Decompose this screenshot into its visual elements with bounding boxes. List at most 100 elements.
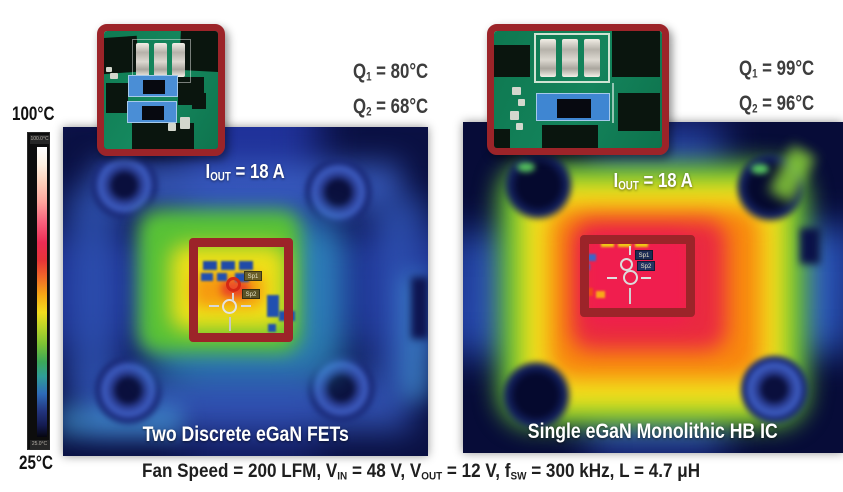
panel-title-left: Two Discrete eGaN FETs (63, 423, 428, 447)
fet-die (142, 106, 164, 120)
q-base: Q (353, 60, 367, 83)
component-chip (217, 273, 227, 281)
screw-highlight (517, 162, 535, 172)
pcb-dark-component (618, 93, 660, 131)
egan-fet-1 (128, 75, 178, 97)
pcb-speck (518, 99, 525, 106)
q-base: Q (739, 92, 753, 115)
q-sub: 1 (366, 69, 372, 84)
board-notch (800, 228, 820, 264)
screw-bottom-right (739, 354, 811, 426)
sp2-tag: Sp2 (637, 261, 655, 271)
pcb-speck (168, 123, 176, 131)
pcb-photo-left (97, 24, 225, 156)
panel-title-left-text: Two Discrete eGaN FETs (142, 423, 349, 446)
thermal-image-right: Sp1 Sp2 IOUT = 18 A Single eGaN Monolith… (463, 122, 843, 453)
component-chip (596, 291, 605, 298)
component-chip (235, 273, 249, 282)
pcb-speck (106, 67, 112, 72)
q2-right-text: Q2 = 96°C (739, 92, 814, 116)
q-base: Q (353, 95, 367, 118)
iout-label-right: IOUT = 18 A (463, 170, 843, 193)
iout-label-left: IOUT = 18 A (63, 161, 428, 184)
pcb-trace (612, 83, 614, 123)
caption-seg: = 300 kHz, L = 4.7 μH (526, 461, 701, 482)
caption-sub: OUT (421, 470, 443, 483)
capacitor (154, 43, 167, 77)
colorbar-gradient-strip (37, 147, 47, 437)
panel-title-right-text: Single eGaN Monolithic HB IC (528, 420, 778, 443)
colorbar-min-text: 25°C (19, 453, 53, 474)
q1-left: Q1 = 80°C (353, 60, 447, 95)
q-temps-right: Q1 = 99°C Q2 = 96°C (739, 57, 833, 127)
component-chip (203, 261, 217, 270)
caption-seg: = 48 V, V (347, 461, 422, 482)
thermal-image-left: Sp1 Sp2 IOUT = 18 A Two Discrete eGaN FE… (63, 127, 428, 456)
spot-marker-sp2 (222, 299, 237, 314)
caption-sub: IN (337, 470, 348, 483)
q-value: = 80°C (376, 60, 429, 83)
crosshair-line (629, 246, 631, 255)
pcb-speck (516, 123, 523, 130)
q-value: = 99°C (762, 57, 815, 80)
screw-bottom-left (93, 355, 165, 427)
q-base: Q (739, 57, 753, 80)
q-value: = 68°C (376, 95, 429, 118)
q-temps-left: Q1 = 80°C Q2 = 68°C (353, 60, 447, 130)
q2-left: Q2 = 68°C (353, 95, 447, 130)
pcb-dark-component (542, 125, 598, 148)
caption-seg: Fan Speed = 200 LFM, V (142, 461, 338, 482)
sp1-tag: Sp1 (244, 271, 262, 281)
iout-text: IOUT = 18 A (613, 170, 692, 193)
crosshair-line (629, 288, 631, 304)
pcb-board (104, 31, 218, 149)
iout-value: = 18 A (643, 170, 693, 192)
capacitor (540, 39, 556, 77)
pcb-dark-component (612, 31, 660, 77)
highlight-rect-left (189, 238, 293, 342)
colorbar-min-readout: 25.0°C (30, 440, 49, 449)
crosshair-line (232, 293, 234, 301)
colorbar-min-label: 25°C (19, 453, 61, 475)
q-sub: 2 (752, 101, 758, 116)
pcb-dark-component (494, 129, 510, 148)
crosshair-line (209, 305, 219, 307)
q-sub: 2 (366, 104, 372, 119)
iout-text: IOUT = 18 A (206, 161, 285, 184)
pcb-dark-component (192, 93, 206, 109)
component-chip (267, 295, 279, 317)
sp1-tag: Sp1 (635, 250, 653, 260)
capacitor (172, 43, 185, 77)
fet-die (143, 80, 165, 94)
component-chip (587, 254, 596, 261)
crosshair-line (241, 305, 251, 307)
iout-base: I (613, 170, 619, 192)
component-chip (268, 324, 276, 332)
caption-sub: SW (510, 470, 527, 483)
ic-die (557, 99, 591, 118)
pcb-speck (110, 73, 118, 79)
screw-top-right (303, 157, 375, 229)
colorbar-max-text: 100°C (12, 104, 55, 125)
spot-marker-sp2 (623, 270, 638, 285)
crosshair-line (229, 317, 231, 331)
panel-title-right: Single eGaN Monolithic HB IC (463, 420, 843, 444)
board-notch (411, 277, 428, 339)
component-chip (201, 273, 213, 281)
screw-bottom-left (501, 360, 573, 432)
pcb-photo-right (487, 24, 669, 155)
pcb-dark-component (106, 83, 128, 113)
pcb-board (494, 31, 662, 148)
q-sub: 1 (752, 66, 758, 81)
egan-monolithic-ic (536, 93, 610, 121)
q2-left-text: Q2 = 68°C (353, 95, 428, 119)
sp2-tag: Sp2 (242, 289, 260, 299)
colorbar-max-readout: 100.0°C (30, 135, 49, 144)
q-value: = 96°C (762, 92, 815, 115)
q1-left-text: Q1 = 80°C (353, 60, 428, 84)
screw-top-left (89, 150, 161, 222)
pcb-dark-component (494, 45, 530, 77)
screw-top-left (503, 150, 575, 222)
q1-right-text: Q1 = 99°C (739, 57, 814, 81)
